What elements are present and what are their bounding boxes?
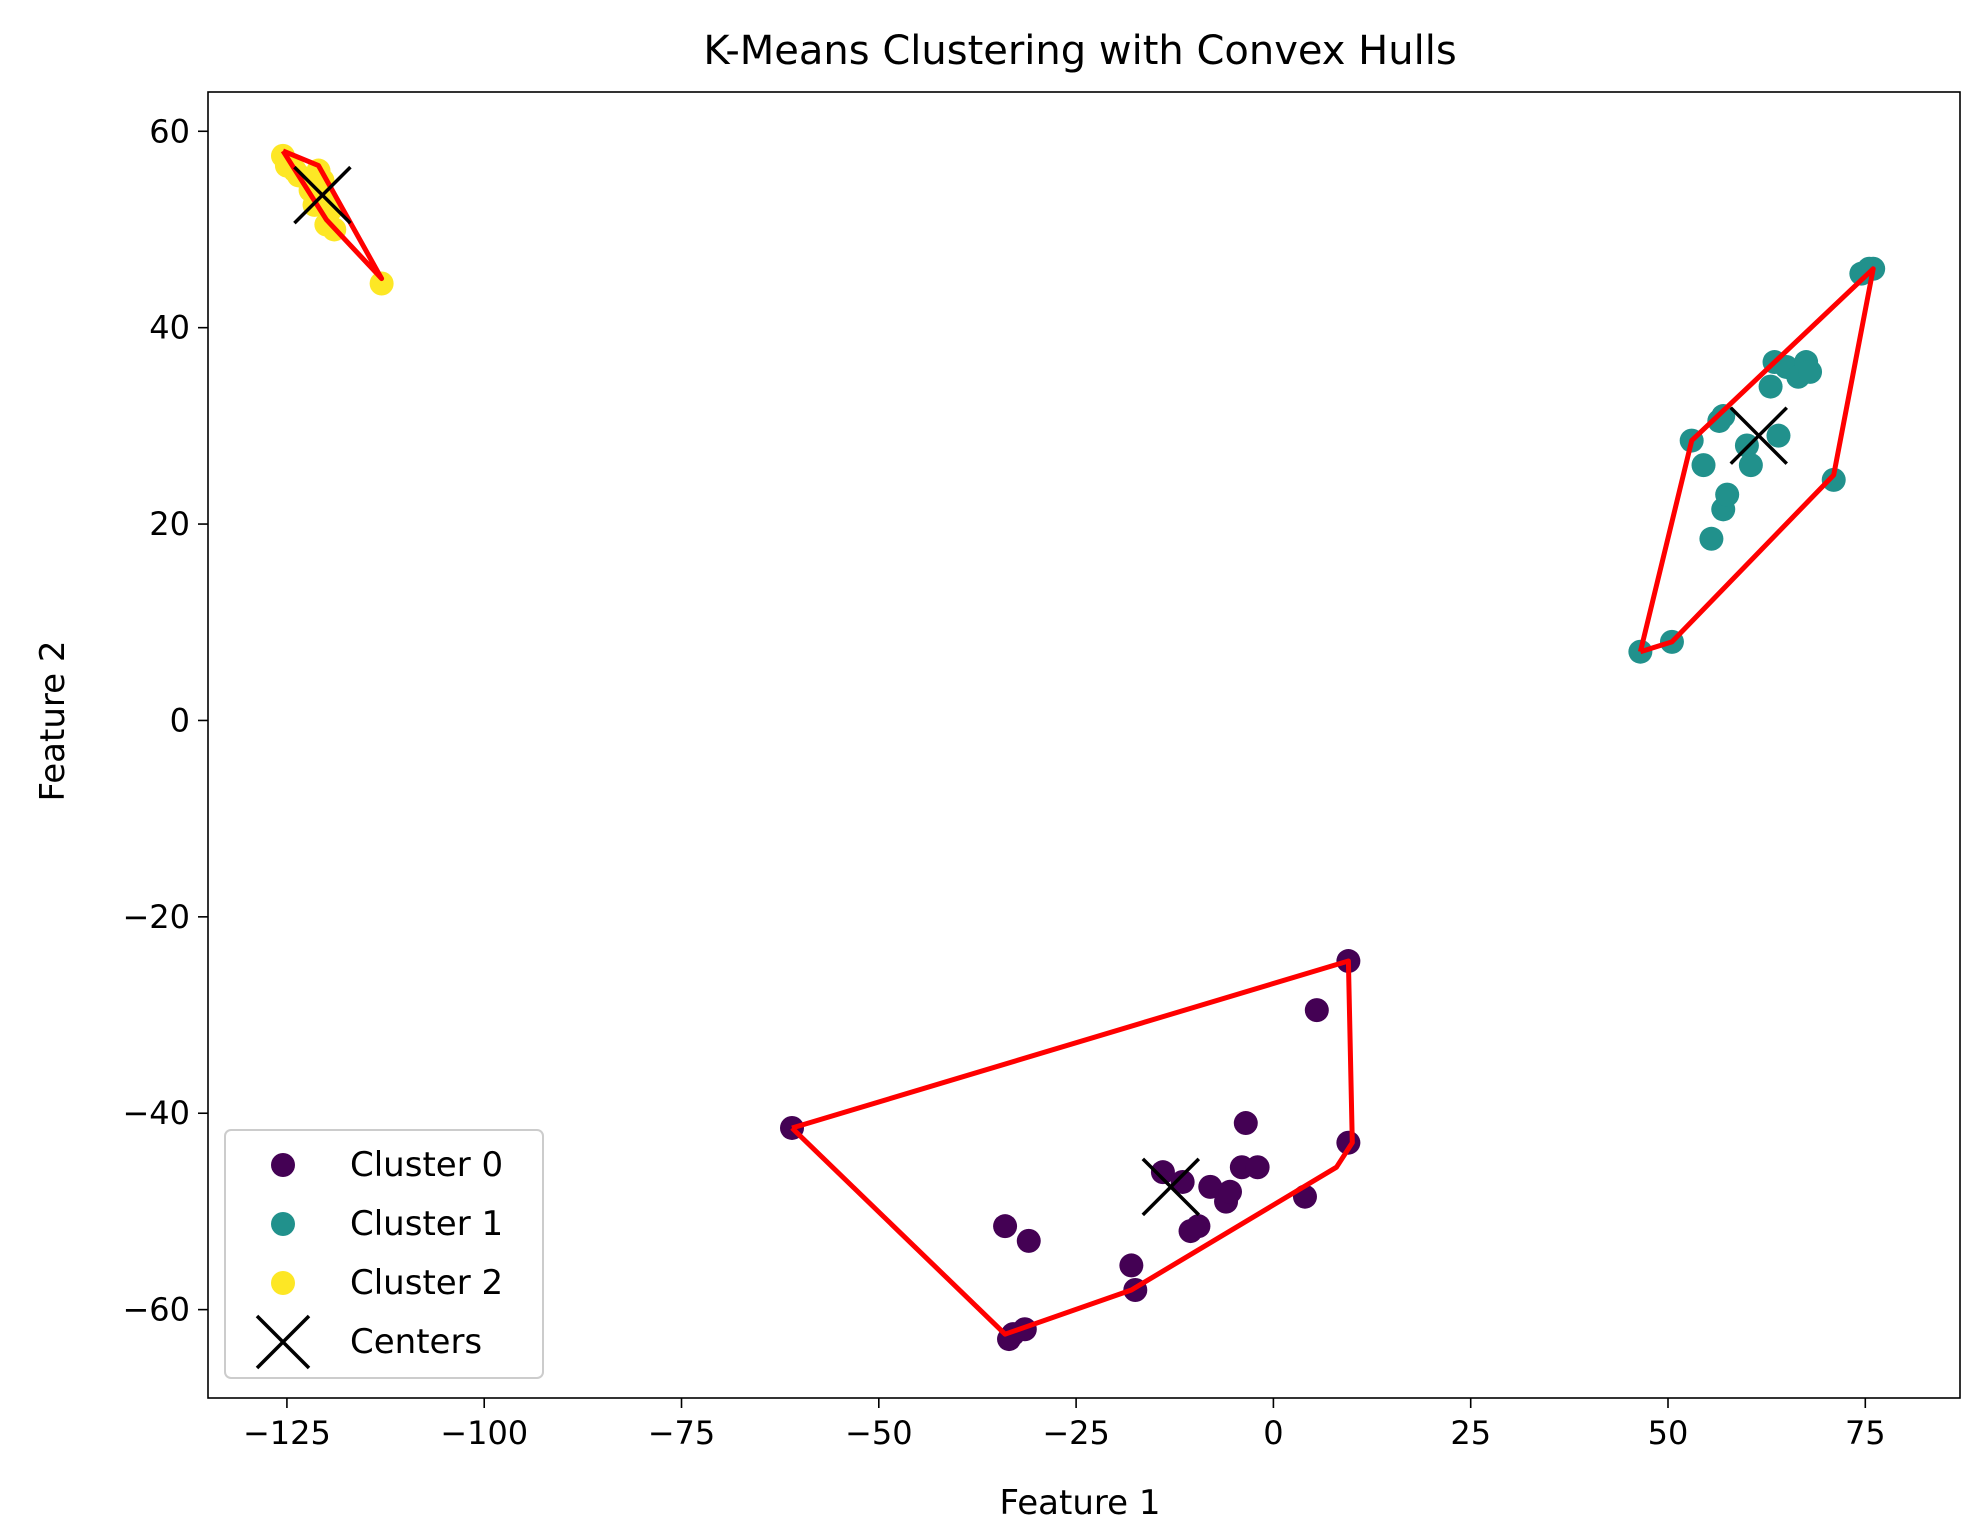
x-tick-label: −125: [243, 1414, 331, 1452]
cluster-1-point: [1738, 453, 1763, 478]
cluster-0-point: [1016, 1228, 1041, 1253]
cluster-0-point: [1150, 1160, 1175, 1185]
legend-label: Cluster 2: [350, 1263, 503, 1303]
cluster-0-point: [1170, 1169, 1195, 1194]
cluster-1-point: [1758, 374, 1783, 399]
legend-marker: [271, 1212, 295, 1236]
y-tick-label: −20: [122, 898, 190, 936]
center-marker: [293, 165, 352, 225]
y-tick-label: 20: [149, 505, 190, 543]
legend-label: Cluster 1: [350, 1204, 503, 1244]
cluster-0-hull: [790, 958, 1355, 1337]
center-marker-stroke: [293, 165, 352, 225]
x-tick-label: −50: [845, 1414, 913, 1452]
y-tick-label: 40: [149, 309, 190, 347]
x-tick-label: 75: [1845, 1414, 1886, 1452]
cluster-0-point: [1186, 1214, 1211, 1239]
x-tick-label: 0: [1263, 1414, 1283, 1452]
cluster-0-point: [1304, 998, 1329, 1023]
legend-marker: [255, 1314, 311, 1370]
legend-item: Centers: [255, 1314, 482, 1370]
x-tick-label: 25: [1450, 1414, 1491, 1452]
legend-label: Centers: [350, 1322, 482, 1362]
plot-area: −125 −100 −75 −50 −25 0 25 50 75 −60 −40 −20 0 20 40 60: [122, 91, 1961, 1452]
y-tick-label: −40: [122, 1094, 190, 1132]
legend-label: Cluster 0: [350, 1145, 503, 1185]
y-tick-label: 60: [149, 112, 190, 150]
cluster-1-point: [1628, 639, 1653, 664]
center-marker-stroke: [1141, 1157, 1201, 1217]
cluster-2-hull: [280, 148, 385, 282]
cluster-1-point: [1699, 526, 1724, 551]
cluster-1-point: [1821, 467, 1846, 492]
cluster-2-point: [369, 271, 394, 296]
cluster-0-point: [1198, 1174, 1223, 1199]
legend-marker: [271, 1153, 295, 1177]
legend-item: Cluster 2: [271, 1263, 503, 1303]
cluster-1-point: [1766, 423, 1791, 448]
cluster-0-point: [1233, 1111, 1258, 1136]
legend-item: Cluster 1: [271, 1204, 503, 1244]
center-marker-stroke: [1729, 406, 1788, 465]
legend: Cluster 0 Cluster 1 Cluster 2 Centers: [224, 1129, 544, 1379]
cluster-1-point: [1691, 453, 1716, 478]
cluster-1-point: [1711, 404, 1736, 429]
legend-marker: [271, 1271, 295, 1295]
axes-frame: [207, 91, 1961, 1399]
legend-item: Cluster 0: [271, 1145, 503, 1185]
y-tick-label: −60: [122, 1291, 190, 1329]
cluster-1-point: [1715, 482, 1740, 507]
cluster-1-hull: [1637, 266, 1876, 655]
cluster-0-point: [1218, 1179, 1242, 1204]
center-marker: [1729, 406, 1788, 465]
x-tick-label: −25: [1042, 1414, 1110, 1452]
x-axis-label: Feature 1: [1000, 1483, 1161, 1523]
center-marker: [1141, 1157, 1201, 1217]
chart-title: K-Means Clustering with Convex Hulls: [703, 28, 1456, 74]
cluster-0-point: [1119, 1253, 1144, 1278]
y-tick-label: 0: [170, 701, 190, 739]
x-tick-label: −75: [648, 1414, 716, 1452]
x-tick-label: 50: [1648, 1414, 1689, 1452]
cluster-0-point: [993, 1214, 1018, 1239]
cluster-0-point: [1245, 1155, 1270, 1180]
y-axis-label: Feature 2: [33, 641, 73, 802]
cluster-1-point: [1798, 359, 1823, 384]
x-tick-label: −100: [440, 1414, 528, 1452]
legend-frame: [224, 1129, 544, 1379]
